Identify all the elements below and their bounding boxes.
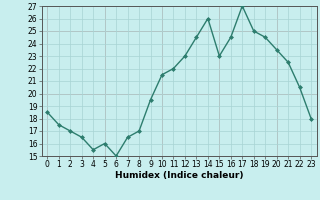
X-axis label: Humidex (Indice chaleur): Humidex (Indice chaleur) (115, 171, 244, 180)
